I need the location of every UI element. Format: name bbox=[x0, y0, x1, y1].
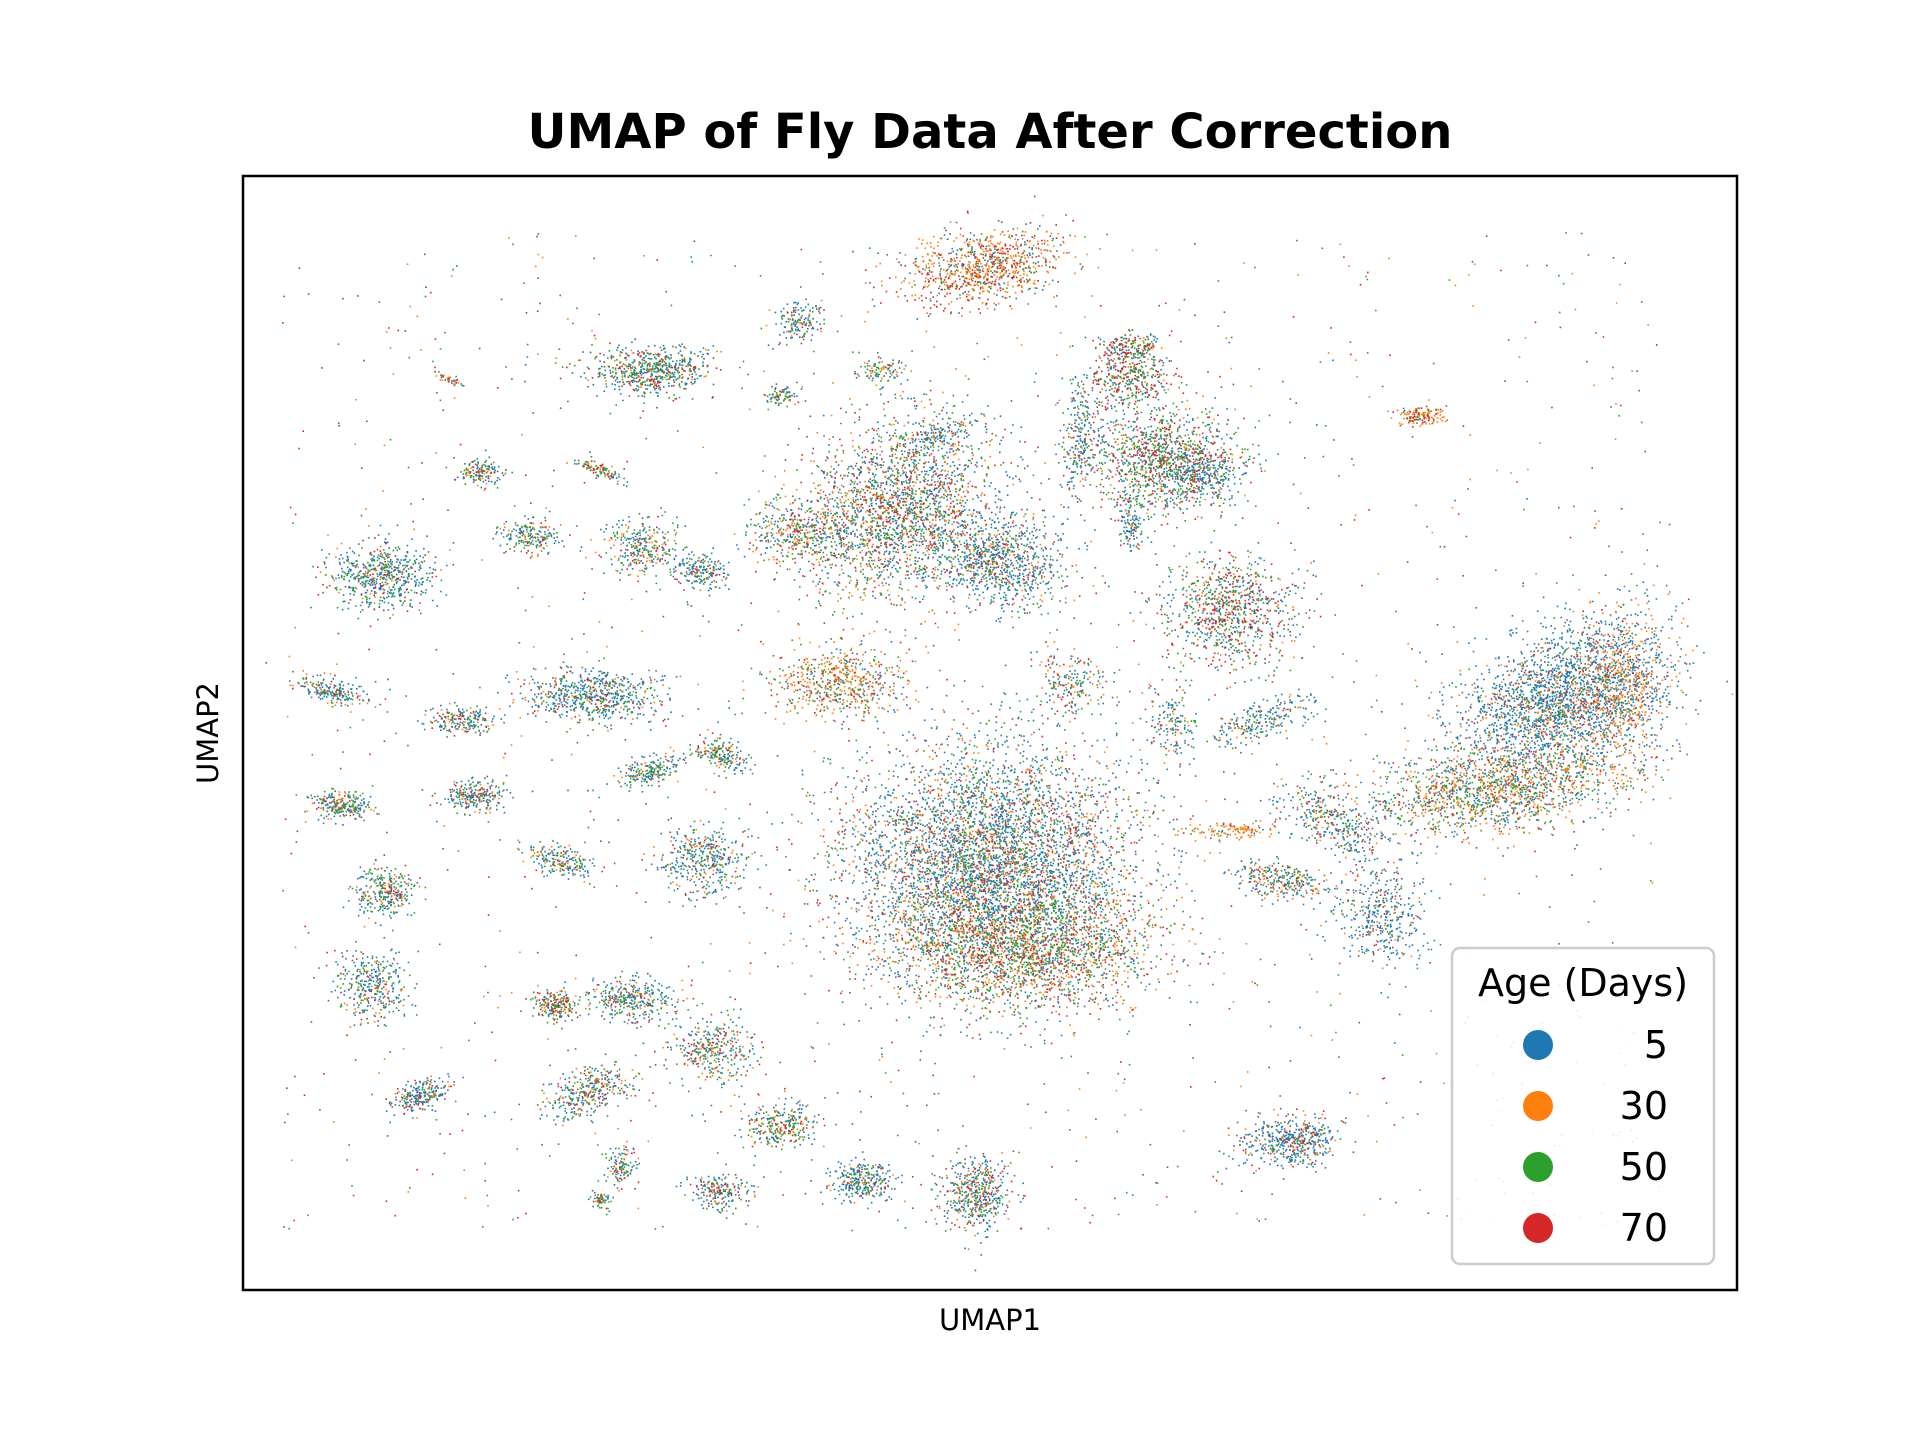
x-axis-label: UMAP1 bbox=[939, 1303, 1041, 1337]
y-axis-label: UMAP2 bbox=[191, 682, 225, 784]
legend-label-70: 70 bbox=[1620, 1206, 1668, 1250]
legend-entries: 5 30 50 70 bbox=[1523, 1023, 1668, 1250]
legend: Age (Days) 5 30 50 70 bbox=[1450, 946, 1716, 1266]
legend-title: Age (Days) bbox=[1478, 961, 1688, 1005]
plot-area bbox=[241, 174, 1739, 1292]
legend-marker-5 bbox=[1523, 1030, 1553, 1060]
legend-label-30: 30 bbox=[1620, 1084, 1668, 1128]
legend-marker-30 bbox=[1523, 1091, 1553, 1121]
legend-marker-70 bbox=[1523, 1213, 1553, 1243]
legend-box bbox=[1450, 946, 1716, 1266]
legend-label-50: 50 bbox=[1620, 1145, 1668, 1189]
chart-title: UMAP of Fly Data After Correction bbox=[528, 104, 1453, 160]
legend-label-5: 5 bbox=[1644, 1023, 1668, 1067]
legend-marker-50 bbox=[1523, 1152, 1553, 1182]
plot-frame bbox=[241, 174, 1739, 1292]
